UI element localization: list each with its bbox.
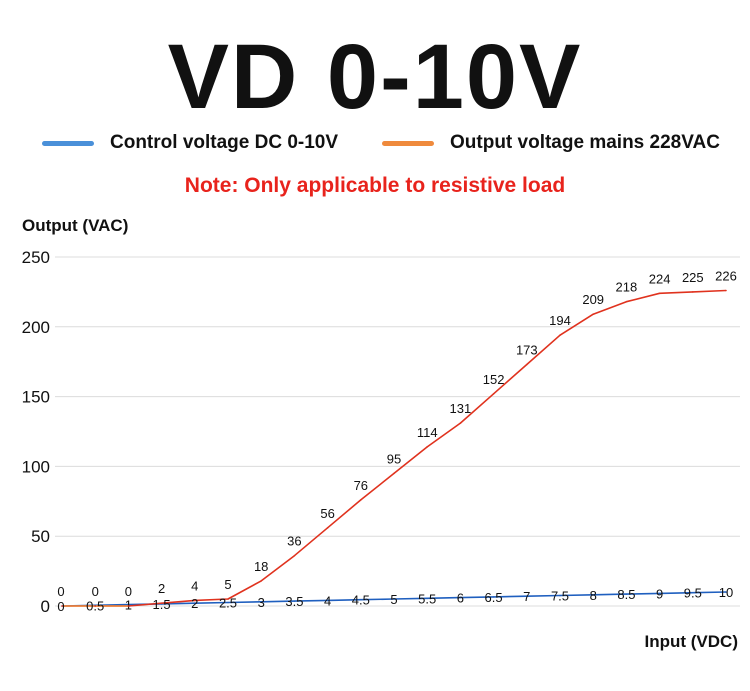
legend-swatch-orange <box>382 140 434 146</box>
data-point-s0-2 <box>127 603 130 606</box>
data-point-s0-13 <box>492 596 495 598</box>
data-label-s1-13: 152 <box>483 372 505 387</box>
y-tick-label-50: 50 <box>31 527 50 546</box>
data-label-s0-5: 2.5 <box>219 596 237 611</box>
data-label-s1-1: 0 <box>92 584 99 599</box>
data-label-s1-8: 56 <box>320 506 334 521</box>
data-point-s0-18 <box>658 592 661 595</box>
data-label-s0-20: 10 <box>719 585 733 600</box>
data-point-s1-5 <box>227 598 229 600</box>
data-label-s1-4: 4 <box>191 578 198 593</box>
legend-item-output-voltage: Output voltage mains 228VAC <box>382 132 720 154</box>
data-point-s0-5 <box>227 601 229 604</box>
data-label-s0-16: 8 <box>590 588 597 603</box>
data-point-s1-17 <box>625 300 628 303</box>
data-point-s0-11 <box>426 597 429 600</box>
data-label-s0-13: 6.5 <box>485 590 503 605</box>
legend-item-control-voltage: Control voltage DC 0-10V <box>42 132 338 154</box>
data-label-s0-2: 1 <box>125 598 132 613</box>
chart-legend: Control voltage DC 0-10V Output voltage … <box>0 132 750 158</box>
data-point-s1-11 <box>426 446 429 448</box>
data-point-s0-16 <box>592 594 594 596</box>
data-point-s0-14 <box>526 595 528 598</box>
data-point-s1-12 <box>459 422 462 424</box>
data-label-s0-10: 5 <box>390 592 397 607</box>
x-axis-label: Input (VDC) <box>644 632 738 651</box>
data-point-s0-10 <box>393 598 395 600</box>
y-tick-label-100: 100 <box>22 457 50 476</box>
legend-label-control-voltage: Control voltage DC 0-10V <box>110 132 339 153</box>
data-label-s1-12: 131 <box>450 401 472 416</box>
data-point-s0-19 <box>692 591 694 594</box>
data-label-s1-10: 95 <box>387 451 401 466</box>
y-tick-label-150: 150 <box>22 388 50 407</box>
y-tick-label-250: 250 <box>22 248 50 267</box>
data-label-s1-7: 36 <box>287 534 301 549</box>
y-tick-label-0: 0 <box>41 597 50 616</box>
data-label-s1-3: 2 <box>158 581 165 596</box>
data-label-s1-19: 225 <box>682 270 704 285</box>
data-point-s1-1 <box>94 605 96 607</box>
data-label-s0-19: 9.5 <box>684 586 702 601</box>
data-point-s0-20 <box>725 591 727 593</box>
data-point-s1-4 <box>194 599 196 602</box>
data-point-s1-18 <box>658 292 661 295</box>
data-label-s1-11: 114 <box>417 425 438 440</box>
data-label-s1-18: 224 <box>649 271 671 286</box>
data-label-s1-14: 173 <box>516 342 538 357</box>
data-label-s0-11: 5.5 <box>418 591 436 606</box>
series-line-1 <box>62 289 727 607</box>
data-label-s1-5: 5 <box>224 577 231 592</box>
data-point-s1-15 <box>559 334 561 336</box>
data-point-s1-10 <box>393 472 395 475</box>
data-label-s1-15: 194 <box>549 313 571 328</box>
data-label-s0-14: 7 <box>523 589 530 604</box>
data-point-s0-12 <box>459 596 462 599</box>
data-point-s1-3 <box>160 602 163 605</box>
data-point-s1-13 <box>492 393 495 395</box>
data-point-s1-0 <box>61 605 63 607</box>
legend-swatch-blue <box>42 140 94 146</box>
data-label-s0-3: 1.5 <box>153 597 171 612</box>
data-point-s1-7 <box>293 554 296 557</box>
data-label-s1-2: 0 <box>125 584 132 599</box>
data-point-s1-6 <box>260 580 263 582</box>
data-label-s0-8: 4 <box>324 593 331 608</box>
data-label-s0-7: 3.5 <box>285 594 303 609</box>
data-label-s0-12: 6 <box>457 591 464 606</box>
chart-title: VD 0-10V <box>167 26 583 128</box>
data-label-s1-0: 0 <box>57 584 64 599</box>
data-label-s0-4: 2 <box>191 596 198 611</box>
data-point-s0-15 <box>559 594 561 597</box>
data-point-s0-8 <box>326 599 329 602</box>
data-label-s1-16: 209 <box>582 292 604 307</box>
data-label-s0-15: 7.5 <box>551 589 569 604</box>
data-point-s1-19 <box>692 291 694 293</box>
data-point-s0-7 <box>293 600 296 602</box>
data-point-s1-20 <box>725 289 727 292</box>
data-label-s0-6: 3 <box>258 595 265 610</box>
data-label-s1-6: 18 <box>254 559 268 574</box>
data-label-s1-17: 218 <box>616 280 638 295</box>
data-label-s0-9: 4.5 <box>352 593 370 608</box>
data-point-s0-6 <box>260 601 263 603</box>
y-axis-label: Output (VAC) <box>22 216 129 235</box>
data-point-s1-14 <box>526 363 528 366</box>
data-label-s0-0: 0 <box>57 599 64 614</box>
data-point-s0-17 <box>625 593 628 595</box>
data-point-s0-4 <box>194 602 196 605</box>
y-tick-label-200: 200 <box>22 318 50 337</box>
data-point-s1-8 <box>326 527 329 529</box>
data-point-s1-16 <box>592 313 594 316</box>
data-point-s0-9 <box>360 598 362 601</box>
data-label-s0-18: 9 <box>656 586 663 601</box>
data-label-s1-9: 76 <box>354 478 368 493</box>
data-label-s1-20: 226 <box>715 269 737 284</box>
data-point-s1-2 <box>127 605 130 607</box>
legend-label-output-voltage: Output voltage mains 228VAC <box>450 132 720 153</box>
data-label-s0-17: 8.5 <box>617 587 635 602</box>
note-text: Note: Only applicable to resistive load <box>184 174 566 197</box>
data-point-s1-9 <box>360 499 362 501</box>
